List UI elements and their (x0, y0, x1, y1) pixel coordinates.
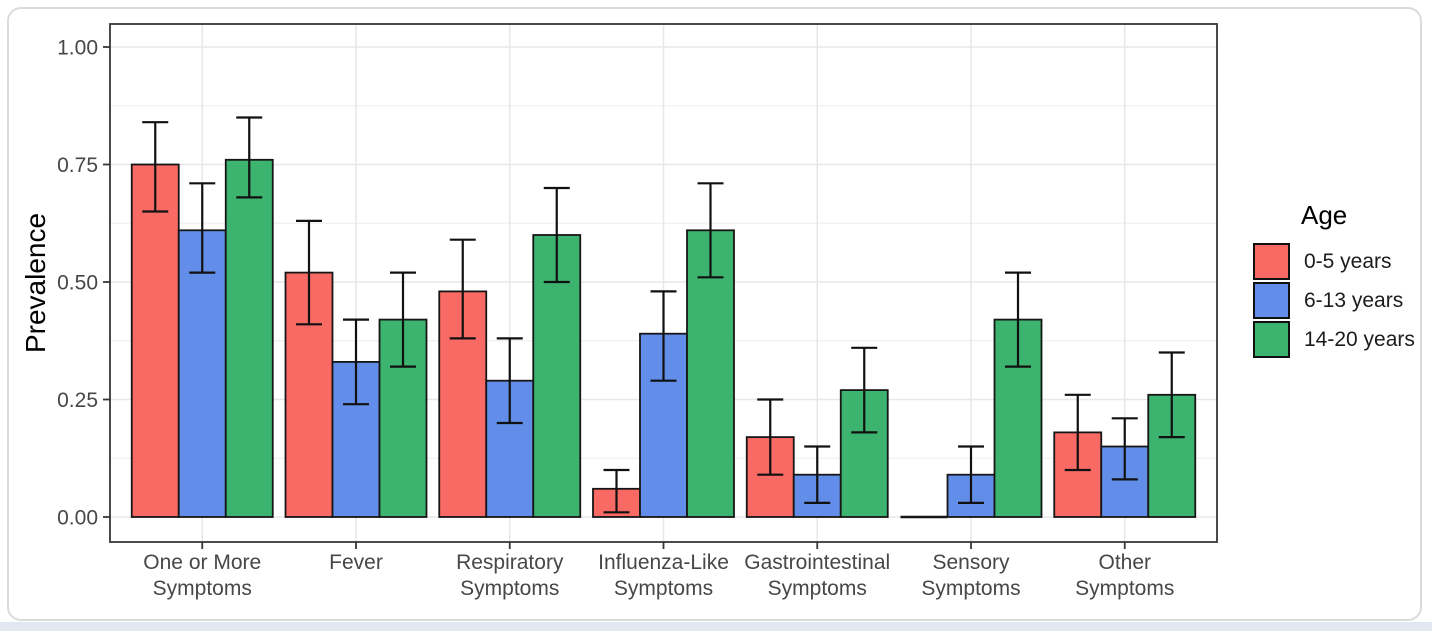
page-bottom-strip (0, 622, 1432, 631)
y-tick-label: 0.25 (57, 389, 98, 412)
bar-s0-c0 (130, 163, 180, 518)
errorbar-s2-c0 (236, 116, 263, 199)
x-tick-label: Gastrointestinal Symptoms (744, 551, 890, 600)
legend-title: Age (1301, 200, 1348, 230)
errorbar-s1-c2 (496, 337, 523, 425)
errorbar-s2-c6 (1158, 351, 1185, 439)
x-tick-label: Respiratory Symptoms (456, 551, 564, 600)
legend-item: 0-5 years (1253, 243, 1415, 280)
y-tick-label: 0.50 (57, 272, 98, 295)
y-tick-label: 1.00 (57, 37, 98, 60)
errorbar-s0-c4 (757, 398, 784, 476)
errorbar-s0-c2 (449, 238, 476, 340)
legend-label: 0-5 years (1304, 249, 1392, 273)
bar-s1-c0 (177, 229, 227, 518)
errorbar-s0-c0 (142, 121, 169, 213)
errorbar-s1-c5 (958, 445, 984, 504)
error-bars-layer (142, 116, 1185, 514)
errorbar-s2-c2 (543, 186, 570, 284)
legend-swatch (1253, 321, 1290, 358)
y-tick-label: 0.00 (57, 507, 98, 530)
errorbar-s0-c3 (603, 468, 630, 514)
errorbar-s2-c4 (851, 346, 878, 434)
errorbar-s1-c4 (804, 445, 831, 504)
legend-item: 14-20 years (1253, 321, 1415, 358)
legend-items: 0-5 years 6-13 years 14-20 years (1253, 243, 1415, 358)
y-axis-title: Prevalence (20, 212, 51, 354)
errorbar-s2-c5 (1005, 271, 1031, 368)
x-tick-label: Influenza-Like Symptoms (598, 551, 729, 600)
legend-swatch (1253, 282, 1290, 319)
legend-item: 6-13 years (1253, 282, 1415, 319)
bar-s1-c1 (331, 360, 381, 518)
axes-layer: 0.00 0.25 0.50 0.75 1.00 One or More Symptoms F… (57, 23, 1218, 600)
errorbar-s1-c6 (1111, 417, 1138, 481)
legend: Age 0-5 years 6-13 years 14-20 years (1253, 200, 1415, 360)
errorbar-s2-c3 (697, 182, 724, 279)
errorbar-s0-c6 (1064, 393, 1091, 472)
x-tick-label: Other Symptoms (1075, 551, 1174, 600)
legend-swatch (1253, 243, 1290, 280)
bar-s2-c0 (224, 158, 274, 518)
x-tick-label: Fever (329, 551, 383, 574)
x-tick-label: One or More Symptoms (143, 551, 261, 600)
errorbar-s1-c1 (343, 318, 369, 406)
errorbar-s0-c1 (296, 219, 322, 326)
legend-label: 14-20 years (1304, 327, 1415, 351)
legend-label: 6-13 years (1304, 288, 1404, 312)
errorbar-s1-c0 (189, 182, 216, 274)
errorbar-s2-c1 (390, 271, 416, 368)
y-tick-label: 0.75 (57, 154, 98, 177)
x-tick-label: Sensory Symptoms (921, 551, 1020, 600)
errorbar-s1-c3 (650, 290, 677, 382)
